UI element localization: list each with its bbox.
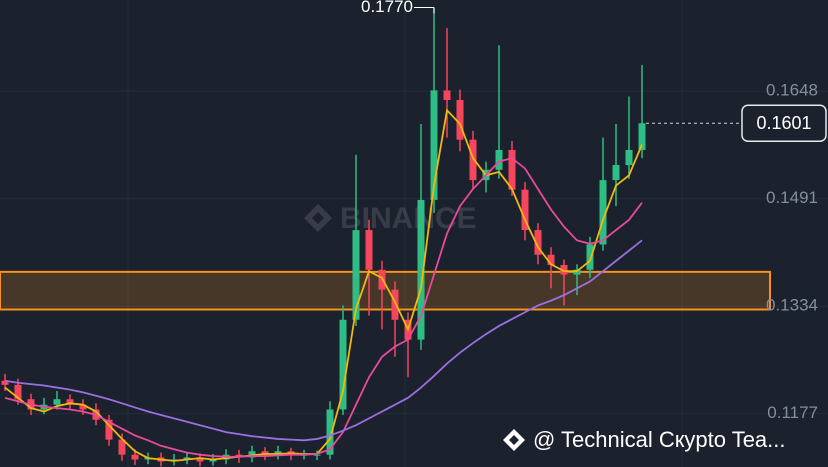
candle-body [456, 99, 464, 140]
watermark-text: BINANCE [340, 202, 477, 235]
candle-body [573, 269, 581, 275]
candle-body [183, 457, 191, 460]
candle-body [66, 399, 74, 405]
candle-body [105, 419, 113, 440]
credit-logo [503, 429, 525, 451]
y-tick-label: 0.1334 [766, 296, 818, 315]
candle-body [326, 409, 334, 455]
candle-body [599, 180, 607, 245]
candle-body [625, 149, 633, 166]
credit-text: @ Technical Cкypto Tea... [533, 427, 786, 452]
candle-body [53, 399, 61, 405]
candle-body [612, 165, 620, 181]
watermark-logo [304, 204, 332, 232]
candle-body [417, 199, 425, 340]
candle-body [339, 319, 347, 410]
candle-body [248, 451, 256, 458]
candle-body [508, 149, 516, 190]
candle-body [560, 264, 568, 275]
candle-body [586, 244, 594, 270]
credit: @ Technical Cкypto Tea... [503, 427, 786, 452]
candle-body [638, 123, 646, 150]
y-tick-label: 0.1491 [766, 188, 818, 207]
candle-body [196, 457, 204, 462]
current-price-box [741, 104, 827, 143]
candle-body [469, 139, 477, 181]
current-price-label: 0.1601 [756, 113, 811, 133]
moving-average [4, 157, 643, 458]
candle-body [534, 230, 542, 255]
candle-body [1, 380, 9, 385]
candle-body [391, 289, 399, 320]
candle-body [547, 254, 555, 265]
candle-body [495, 149, 503, 170]
candle-body [209, 459, 217, 462]
candle-body [521, 189, 529, 231]
candle-body [313, 454, 321, 456]
candle-body [274, 451, 282, 455]
candle-body [131, 454, 139, 460]
moving-average [4, 108, 643, 462]
y-tick-label: 0.1177 [767, 403, 818, 422]
y-tick-label: 0.1648 [766, 81, 818, 100]
moving-average [4, 239, 643, 442]
candle-body [118, 439, 126, 455]
candle-body [443, 90, 451, 100]
high-annotation-label: 0.1770 [361, 0, 413, 16]
candle-body [365, 230, 373, 270]
candle-body [261, 451, 269, 455]
grid [127, 0, 683, 467]
candle-body [14, 384, 22, 400]
candle-body [430, 90, 438, 200]
candle-body [352, 230, 360, 320]
candle-body [79, 404, 87, 410]
